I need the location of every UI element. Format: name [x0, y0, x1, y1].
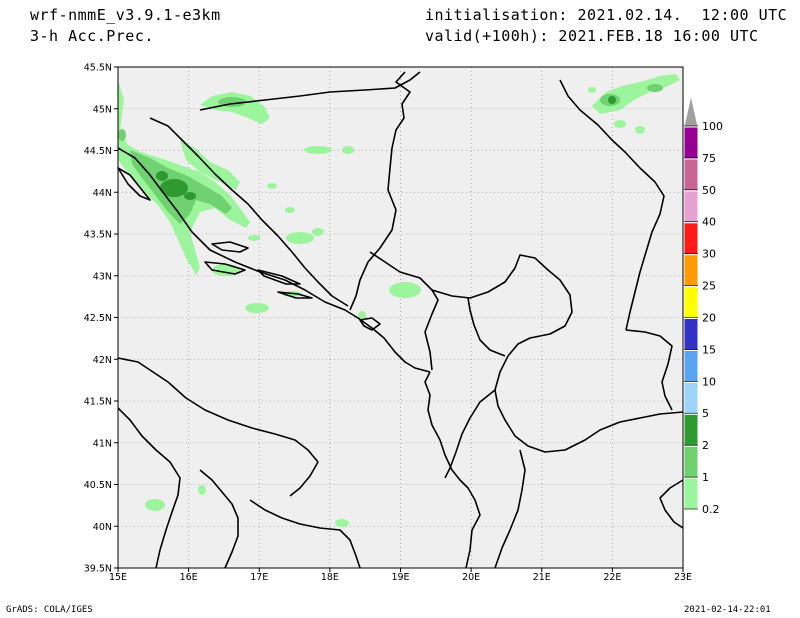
lat-tick-label: 39.5N — [84, 564, 112, 575]
colorbar-segment — [683, 254, 699, 288]
colorbar-label: 30 — [702, 248, 716, 261]
colorbar-label: 15 — [702, 343, 716, 356]
colorbar-label: 0.2 — [702, 503, 720, 516]
lat-tick-label: 41N — [93, 438, 112, 449]
plot-timestamp: 2021-02-14-22:01 — [684, 605, 771, 615]
lon-tick-label: 17E — [250, 572, 268, 583]
colorbar-segment — [683, 477, 699, 511]
initialisation-time: initialisation: 2021.02.14. 12:00 UTC — [425, 6, 788, 24]
lon-tick-label: 15E — [109, 572, 127, 583]
colorbar-segment — [683, 286, 699, 319]
colorbar-segment — [683, 349, 699, 383]
colorbar-label: 100 — [702, 120, 723, 133]
lat-tick-label: 43N — [93, 271, 112, 282]
field-title: 3-h Acc.Prec. — [30, 27, 154, 45]
colorbar-label: 75 — [702, 152, 716, 165]
colorbar-label: 20 — [702, 311, 716, 324]
longitude-axis: 15E 16E 17E 18E 19E 20E 21E 22E 23E — [109, 568, 692, 583]
lat-tick-label: 45.5N — [84, 63, 112, 74]
lat-tick-label: 45N — [93, 104, 112, 115]
colorbar-label: 25 — [702, 280, 716, 293]
lon-tick-label: 21E — [533, 572, 551, 583]
model-title: wrf-nmmE_v3.9.1-e3km — [30, 6, 221, 24]
colorbar-label: 1 — [702, 471, 709, 484]
lon-tick-label: 18E — [321, 572, 339, 583]
colorbar-label: 50 — [702, 184, 716, 197]
colorbar-segment — [683, 413, 699, 447]
lat-tick-label: 42N — [93, 355, 112, 366]
lon-tick-label: 23E — [674, 572, 692, 583]
colorbar-segment — [683, 381, 699, 415]
colorbar-segment — [683, 126, 699, 160]
lon-tick-label: 16E — [180, 572, 198, 583]
colorbar-segment — [683, 94, 699, 128]
lon-tick-label: 19E — [391, 572, 409, 583]
valid-time: valid(+100h): 2021.FEB.18 16:00 UTC — [425, 27, 759, 45]
lat-tick-label: 44N — [93, 188, 112, 199]
lat-tick-label: 40.5N — [84, 480, 112, 491]
colorbar-segment — [683, 445, 699, 479]
lat-tick-label: 42.5N — [84, 313, 112, 324]
colorbar-label: 40 — [702, 216, 716, 229]
colorbar-segment — [683, 190, 699, 224]
colorbar-label: 5 — [702, 407, 709, 420]
colorbar-segment — [683, 222, 699, 256]
lon-tick-label: 20E — [462, 572, 480, 583]
lat-tick-label: 41.5N — [84, 397, 112, 408]
lon-tick-label: 22E — [603, 572, 621, 583]
colorbar-segment — [683, 158, 699, 192]
colorbar-label: 10 — [702, 375, 716, 388]
lat-tick-label: 40N — [93, 522, 112, 533]
lat-tick-label: 44.5N — [84, 146, 112, 157]
colorbar-segment — [683, 317, 699, 351]
colorbar-label: 2 — [702, 439, 709, 452]
latitude-axis: 45.5N 45N 44.5N 44N 43.5N 43N 42.5N 42N 41.5N 41N… — [84, 63, 118, 575]
lat-tick-label: 43.5N — [84, 230, 112, 241]
map-background — [118, 67, 683, 568]
precipitation-patches — [118, 74, 680, 527]
grads-credit: GrADS: COLA/IGES — [6, 605, 93, 615]
coastlines-and-borders — [117, 71, 684, 569]
